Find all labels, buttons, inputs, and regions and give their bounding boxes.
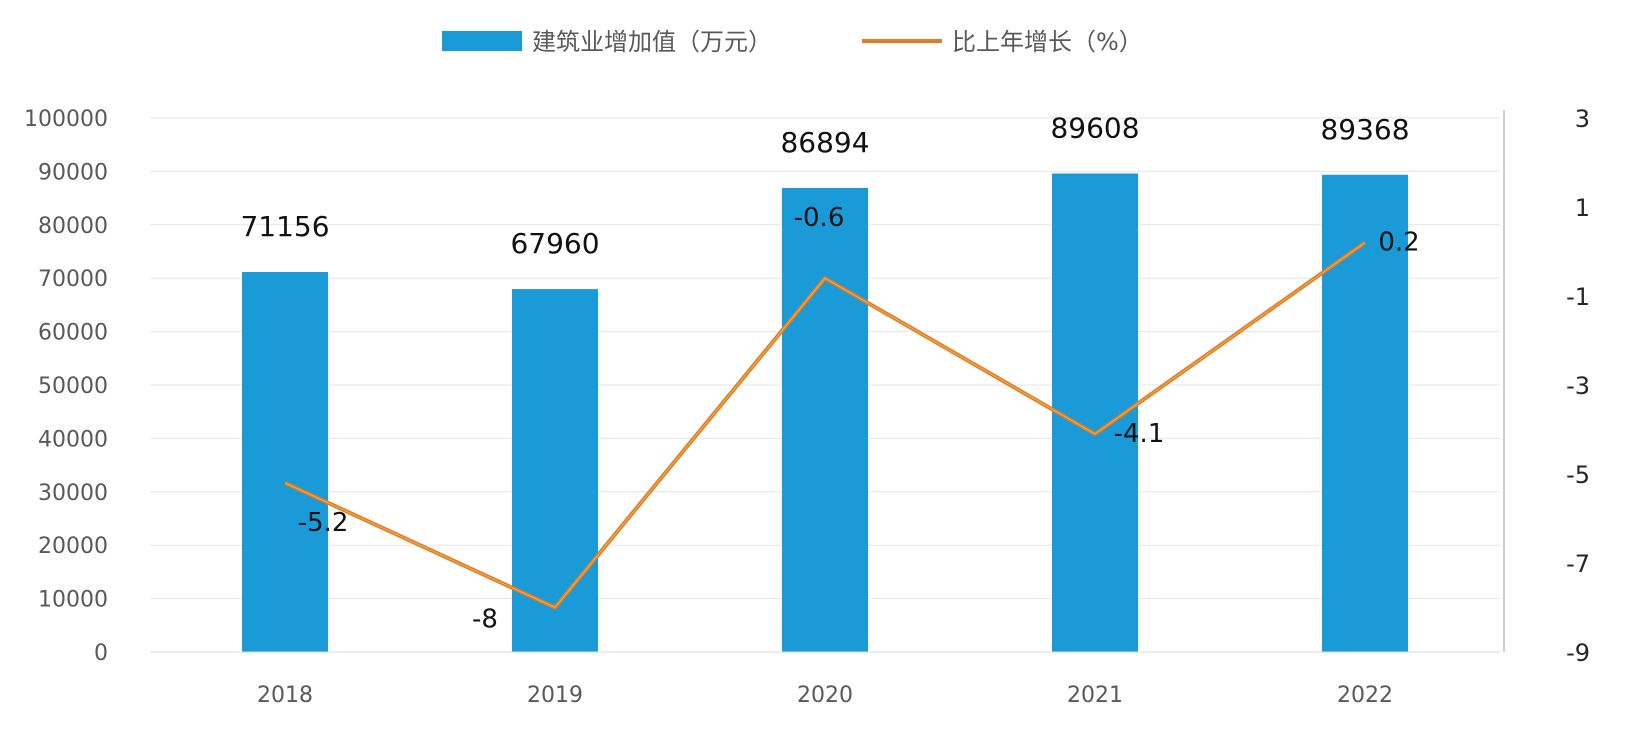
right-axis-tick-label: -5 (1566, 461, 1590, 489)
category-label: 2022 (1337, 683, 1393, 708)
left-axis-tick-label: 50000 (38, 374, 108, 399)
left-axis-tick-label: 60000 (38, 321, 108, 346)
left-axis-tick-label: 80000 (38, 214, 108, 239)
left-axis-tick-label: 70000 (38, 267, 108, 292)
bar-data-label: 67960 (510, 227, 599, 260)
category-label: 2018 (257, 683, 313, 708)
bar-data-labels: 71156 67960 86894 89608 89368 (240, 111, 1409, 260)
right-axis-tick-label: -3 (1566, 372, 1590, 400)
category-label: 2021 (1067, 683, 1123, 708)
bar-2019 (512, 289, 598, 652)
line-data-label: -4.1 (1114, 419, 1165, 449)
left-y-axis: 0 10000 20000 30000 40000 50000 60000 70000 8000… (24, 107, 108, 666)
left-axis-tick-label: 10000 (38, 588, 108, 613)
legend-label-bar: 建筑业增加值（万元） (532, 28, 772, 56)
bar-data-label: 71156 (240, 210, 329, 243)
x-axis: 2018 2019 2020 2021 2022 (150, 651, 1500, 708)
bar-data-label: 89368 (1320, 113, 1409, 146)
bar-data-label: 86894 (780, 126, 869, 159)
line-data-label: -0.6 (794, 203, 845, 233)
right-axis-tick-label: -1 (1566, 283, 1590, 311)
left-axis-tick-label: 0 (94, 641, 108, 666)
chart-legend: 建筑业增加值（万元） 比上年增长（%） (442, 28, 1143, 56)
category-label: 2019 (527, 683, 583, 708)
left-axis-tick-label: 90000 (38, 160, 108, 185)
bar-data-label: 89608 (1050, 111, 1139, 144)
left-axis-tick-label: 30000 (38, 481, 108, 506)
line-data-label: 0.2 (1378, 228, 1419, 258)
left-axis-tick-label: 40000 (38, 427, 108, 452)
legend-swatch-bar (442, 31, 522, 51)
right-axis-tick-label: 1 (1575, 194, 1590, 222)
category-label: 2020 (797, 683, 853, 708)
growth-line-highlight (284, 242, 1366, 609)
right-axis-tick-label: -9 (1566, 639, 1590, 667)
line-series (284, 240, 1367, 610)
right-axis-tick-label: 3 (1575, 105, 1590, 133)
bar-2018 (242, 272, 328, 652)
right-axis-tick-label: -7 (1566, 550, 1590, 578)
bar-2020 (782, 187, 868, 653)
line-data-label: -8 (472, 605, 498, 635)
line-data-label: -5.2 (298, 508, 349, 538)
right-y-axis: 3 1 -1 -3 -5 -7 -9 (1503, 105, 1590, 667)
bar-series (242, 173, 1408, 653)
left-axis-tick-label: 100000 (24, 107, 108, 132)
left-axis-tick-label: 20000 (38, 534, 108, 559)
line-data-labels: -5.2 -8 -0.6 -4.1 0.2 (298, 203, 1420, 634)
bar-2022 (1322, 174, 1408, 652)
legend-label-line: 比上年增长（%） (952, 28, 1143, 56)
